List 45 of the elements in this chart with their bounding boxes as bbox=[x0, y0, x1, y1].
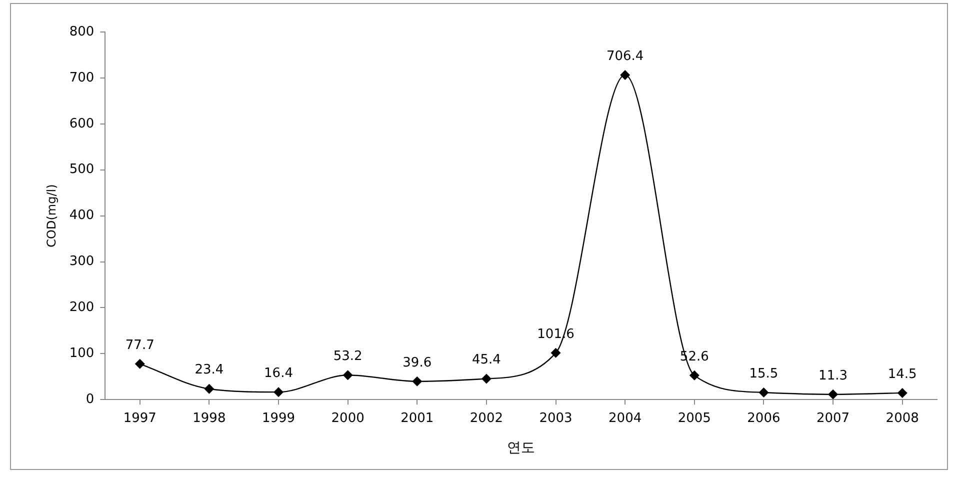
y-tick-label: 0 bbox=[86, 392, 94, 407]
point bbox=[204, 384, 214, 394]
data-label: 23.4 bbox=[194, 362, 224, 378]
point bbox=[134, 358, 145, 369]
x-tick-label: 2006 bbox=[747, 410, 780, 426]
point bbox=[828, 389, 838, 400]
y-tick-label: 300 bbox=[69, 254, 94, 270]
x-tick-label: 2004 bbox=[608, 410, 642, 426]
y-tick-label: 800 bbox=[69, 24, 94, 40]
x-tick-label: 2005 bbox=[678, 410, 711, 426]
x-tick-label: 2007 bbox=[816, 410, 850, 426]
y-tick-label: 200 bbox=[69, 300, 94, 316]
y-tick-label: 400 bbox=[69, 208, 94, 224]
x-tick-label: 2008 bbox=[886, 410, 919, 426]
x-tick-label: 2000 bbox=[331, 410, 364, 426]
point bbox=[342, 370, 353, 380]
x-axis-title: 연도 bbox=[507, 440, 536, 456]
y-tick-label: 600 bbox=[69, 116, 94, 132]
x-tick-label: 2001 bbox=[400, 410, 434, 426]
x-tick-label: 1998 bbox=[192, 410, 226, 426]
y-tick-label: 500 bbox=[69, 162, 94, 178]
data-label: 77.7 bbox=[125, 338, 154, 353]
y-tick-label: 700 bbox=[69, 70, 94, 86]
point bbox=[758, 387, 769, 398]
point bbox=[481, 374, 492, 384]
x-tick-label: 2002 bbox=[470, 410, 503, 426]
data-label: 16.4 bbox=[264, 366, 293, 381]
point bbox=[897, 388, 908, 398]
x-tick-label: 2003 bbox=[539, 410, 572, 426]
data-label: 15.5 bbox=[749, 366, 778, 382]
point bbox=[620, 70, 630, 80]
point bbox=[274, 387, 284, 398]
data-label: 11.3 bbox=[818, 368, 848, 384]
data-label: 45.4 bbox=[472, 352, 501, 368]
y-axis-title: COD(mg/l) bbox=[44, 184, 58, 248]
x-tick-label: 1999 bbox=[262, 410, 296, 426]
data-label: 39.6 bbox=[402, 355, 432, 370]
data-label: 14.5 bbox=[888, 366, 917, 382]
y-tick-label: 100 bbox=[69, 346, 94, 362]
point bbox=[550, 348, 561, 358]
data-label: 706.4 bbox=[606, 48, 644, 64]
data-label: 53.2 bbox=[333, 349, 362, 364]
x-tick-label: 1997 bbox=[123, 410, 156, 426]
point bbox=[412, 376, 422, 386]
point bbox=[689, 370, 700, 380]
